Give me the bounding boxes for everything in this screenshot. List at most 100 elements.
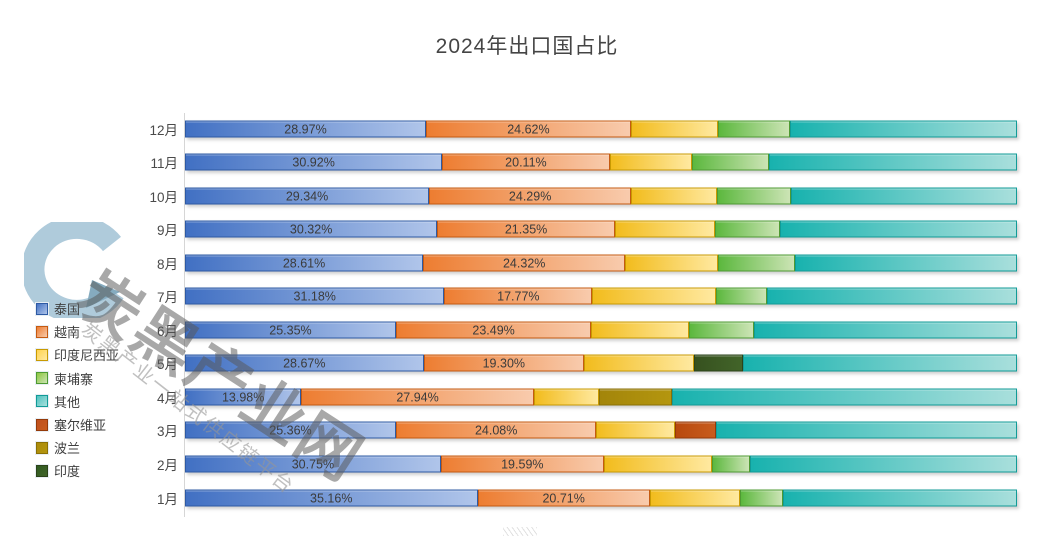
segment-data-label: 25.35% <box>269 323 312 338</box>
segment-data-label: 23.49% <box>472 323 515 338</box>
bar-segment-其他 <box>779 220 1017 238</box>
chart-row-8月: 8月 28.61% 24.32% <box>0 246 1054 280</box>
legend-item-印度尼西亚: 印度尼西亚 <box>35 343 120 366</box>
bar-segment-塞尔维亚 <box>675 421 717 439</box>
legend-swatch-icon <box>35 324 49 339</box>
month-tick-label: 10月 <box>149 189 178 205</box>
stacked-bar: 28.67% 19.30% <box>185 354 1017 372</box>
legend-swatch-icon <box>35 394 49 409</box>
bar-segment-越南: 24.08% <box>395 421 597 439</box>
bar-segment-其他 <box>768 153 1017 171</box>
stacked-bar: 28.97% 24.62% <box>185 120 1017 137</box>
month-tick-label: 8月 <box>156 256 178 272</box>
bar-segment-其他 <box>754 321 1017 339</box>
legend-label: 柬埔寨 <box>54 371 94 387</box>
bar-segment-印度尼西亚 <box>591 321 690 339</box>
bar-segment-泰国: 25.36% <box>185 421 396 439</box>
bar-segment-印度尼西亚 <box>592 287 717 305</box>
segment-data-label: 20.71% <box>542 491 585 506</box>
bar-segment-越南: 27.94% <box>301 388 534 406</box>
y-axis-line <box>184 113 185 517</box>
legend-label: 波兰 <box>54 441 81 457</box>
legend-label: 其他 <box>54 394 81 410</box>
bar-segment-柬埔寨 <box>691 153 769 171</box>
bar-segment-柬埔寨 <box>711 455 750 473</box>
legend-item-塞尔维亚: 塞尔维亚 <box>35 413 119 436</box>
legend-label: 越南 <box>54 325 81 341</box>
bar-segment-柬埔寨 <box>717 187 792 205</box>
legend-item-越南: 越南 <box>35 320 119 343</box>
legend-swatch-icon <box>35 417 49 432</box>
month-tick-label: 12月 <box>149 122 178 138</box>
bar-segment-印度尼西亚 <box>614 220 715 238</box>
month-tick-label: 4月 <box>156 390 178 406</box>
bar-segment-越南: 21.35% <box>437 220 615 238</box>
bar-segment-泰国: 28.61% <box>185 254 424 272</box>
bar-segment-印度尼西亚 <box>609 153 692 171</box>
segment-data-label: 30.75% <box>291 457 335 472</box>
month-tick-label: 11月 <box>150 156 178 172</box>
bar-segment-其他 <box>742 354 1017 372</box>
month-tick-label: 2月 <box>156 458 178 473</box>
bar-segment-其他 <box>791 187 1017 205</box>
stacked-bar: 31.18% 17.77% <box>185 287 1017 305</box>
segment-data-label: 24.29% <box>508 189 552 204</box>
legend-item-泰国: 泰国 <box>35 297 119 320</box>
legend-swatch-icon <box>35 440 49 455</box>
stacked-bar: 25.35% 23.49% <box>185 321 1017 339</box>
legend-item-柬埔寨: 柬埔寨 <box>35 367 119 390</box>
segment-data-label: 28.67% <box>283 356 326 371</box>
bar-segment-印度尼西亚 <box>584 354 694 372</box>
legend-item-波兰: 波兰 <box>35 436 119 459</box>
bar-segment-印度尼西亚 <box>630 120 718 137</box>
legend-item-印度: 印度 <box>35 459 119 482</box>
bar-segment-印度尼西亚 <box>603 455 712 473</box>
chart-row-10月: 10月 29.34% 24.29% <box>0 179 1054 213</box>
segment-data-label: 24.32% <box>502 256 546 271</box>
bar-segment-泰国: 35.16% <box>185 489 478 507</box>
segment-data-label: 21.35% <box>504 222 548 237</box>
logo-c-ring <box>21 215 124 323</box>
bar-segment-柬埔寨 <box>739 489 783 507</box>
chart-row-6月: 6月 25.35% 23.49% <box>0 313 1054 347</box>
month-tick-label: 1月 <box>156 491 178 507</box>
legend-item-其他: 其他 <box>35 390 119 413</box>
bar-segment-柬埔寨 <box>714 220 780 238</box>
stacked-bar: 29.34% 24.29% <box>185 187 1017 205</box>
bar-segment-越南: 20.11% <box>442 153 610 171</box>
bar-segment-其他 <box>782 489 1017 507</box>
legend-label: 印度尼西亚 <box>54 348 120 364</box>
legend-swatch-icon <box>35 301 49 316</box>
segment-data-label: 13.98% <box>221 390 265 405</box>
bar-segment-其他 <box>749 455 1017 473</box>
segment-data-label: 31.18% <box>293 289 336 304</box>
chart-row-1月: 1月 35.16% 20.71% <box>0 481 1054 515</box>
legend: 泰国越南印度尼西亚柬埔寨其他塞尔维亚波兰印度 <box>35 297 120 483</box>
bar-segment-泰国: 13.98% <box>185 388 302 406</box>
segment-data-label: 17.77% <box>497 289 540 304</box>
chart-title: 2024年出口国占比 <box>435 35 619 58</box>
segment-data-label: 19.30% <box>482 356 526 371</box>
chart-row-12月: 12月 28.97% 24.62% <box>0 112 1054 146</box>
bar-segment-泰国: 29.34% <box>185 187 430 205</box>
bar-segment-柬埔寨 <box>718 254 796 272</box>
segment-data-label: 24.62% <box>507 122 550 136</box>
stacked-bar: 30.92% 20.11% <box>185 153 1017 171</box>
bar-segment-其他 <box>795 254 1017 272</box>
chart-row-9月: 9月 30.32% 21.35% <box>0 212 1054 246</box>
bar-segment-其他 <box>716 421 1017 439</box>
chart-row-11月: 11月 30.92% 20.11% <box>0 145 1054 179</box>
segment-data-label: 30.32% <box>289 222 333 237</box>
plot-area: 12月 28.97% 24.62% 11月 30.92% 20.11% 10月 29.34% 2… <box>0 111 1054 521</box>
bar-segment-越南: 24.32% <box>423 254 626 272</box>
segment-data-label: 28.61% <box>282 256 326 271</box>
bar-segment-泰国: 30.32% <box>185 220 438 238</box>
legend-label: 泰国 <box>54 302 81 318</box>
bar-segment-越南: 23.49% <box>395 321 592 339</box>
bar-segment-其他 <box>671 388 1017 406</box>
chart-row-5月: 5月 28.67% 19.30% <box>0 346 1054 380</box>
stacked-bar: 25.36% 24.08% <box>185 421 1017 439</box>
bar-segment-泰国: 25.35% <box>185 321 396 339</box>
chart-row-4月: 4月 13.98% 27.94% <box>0 380 1054 414</box>
